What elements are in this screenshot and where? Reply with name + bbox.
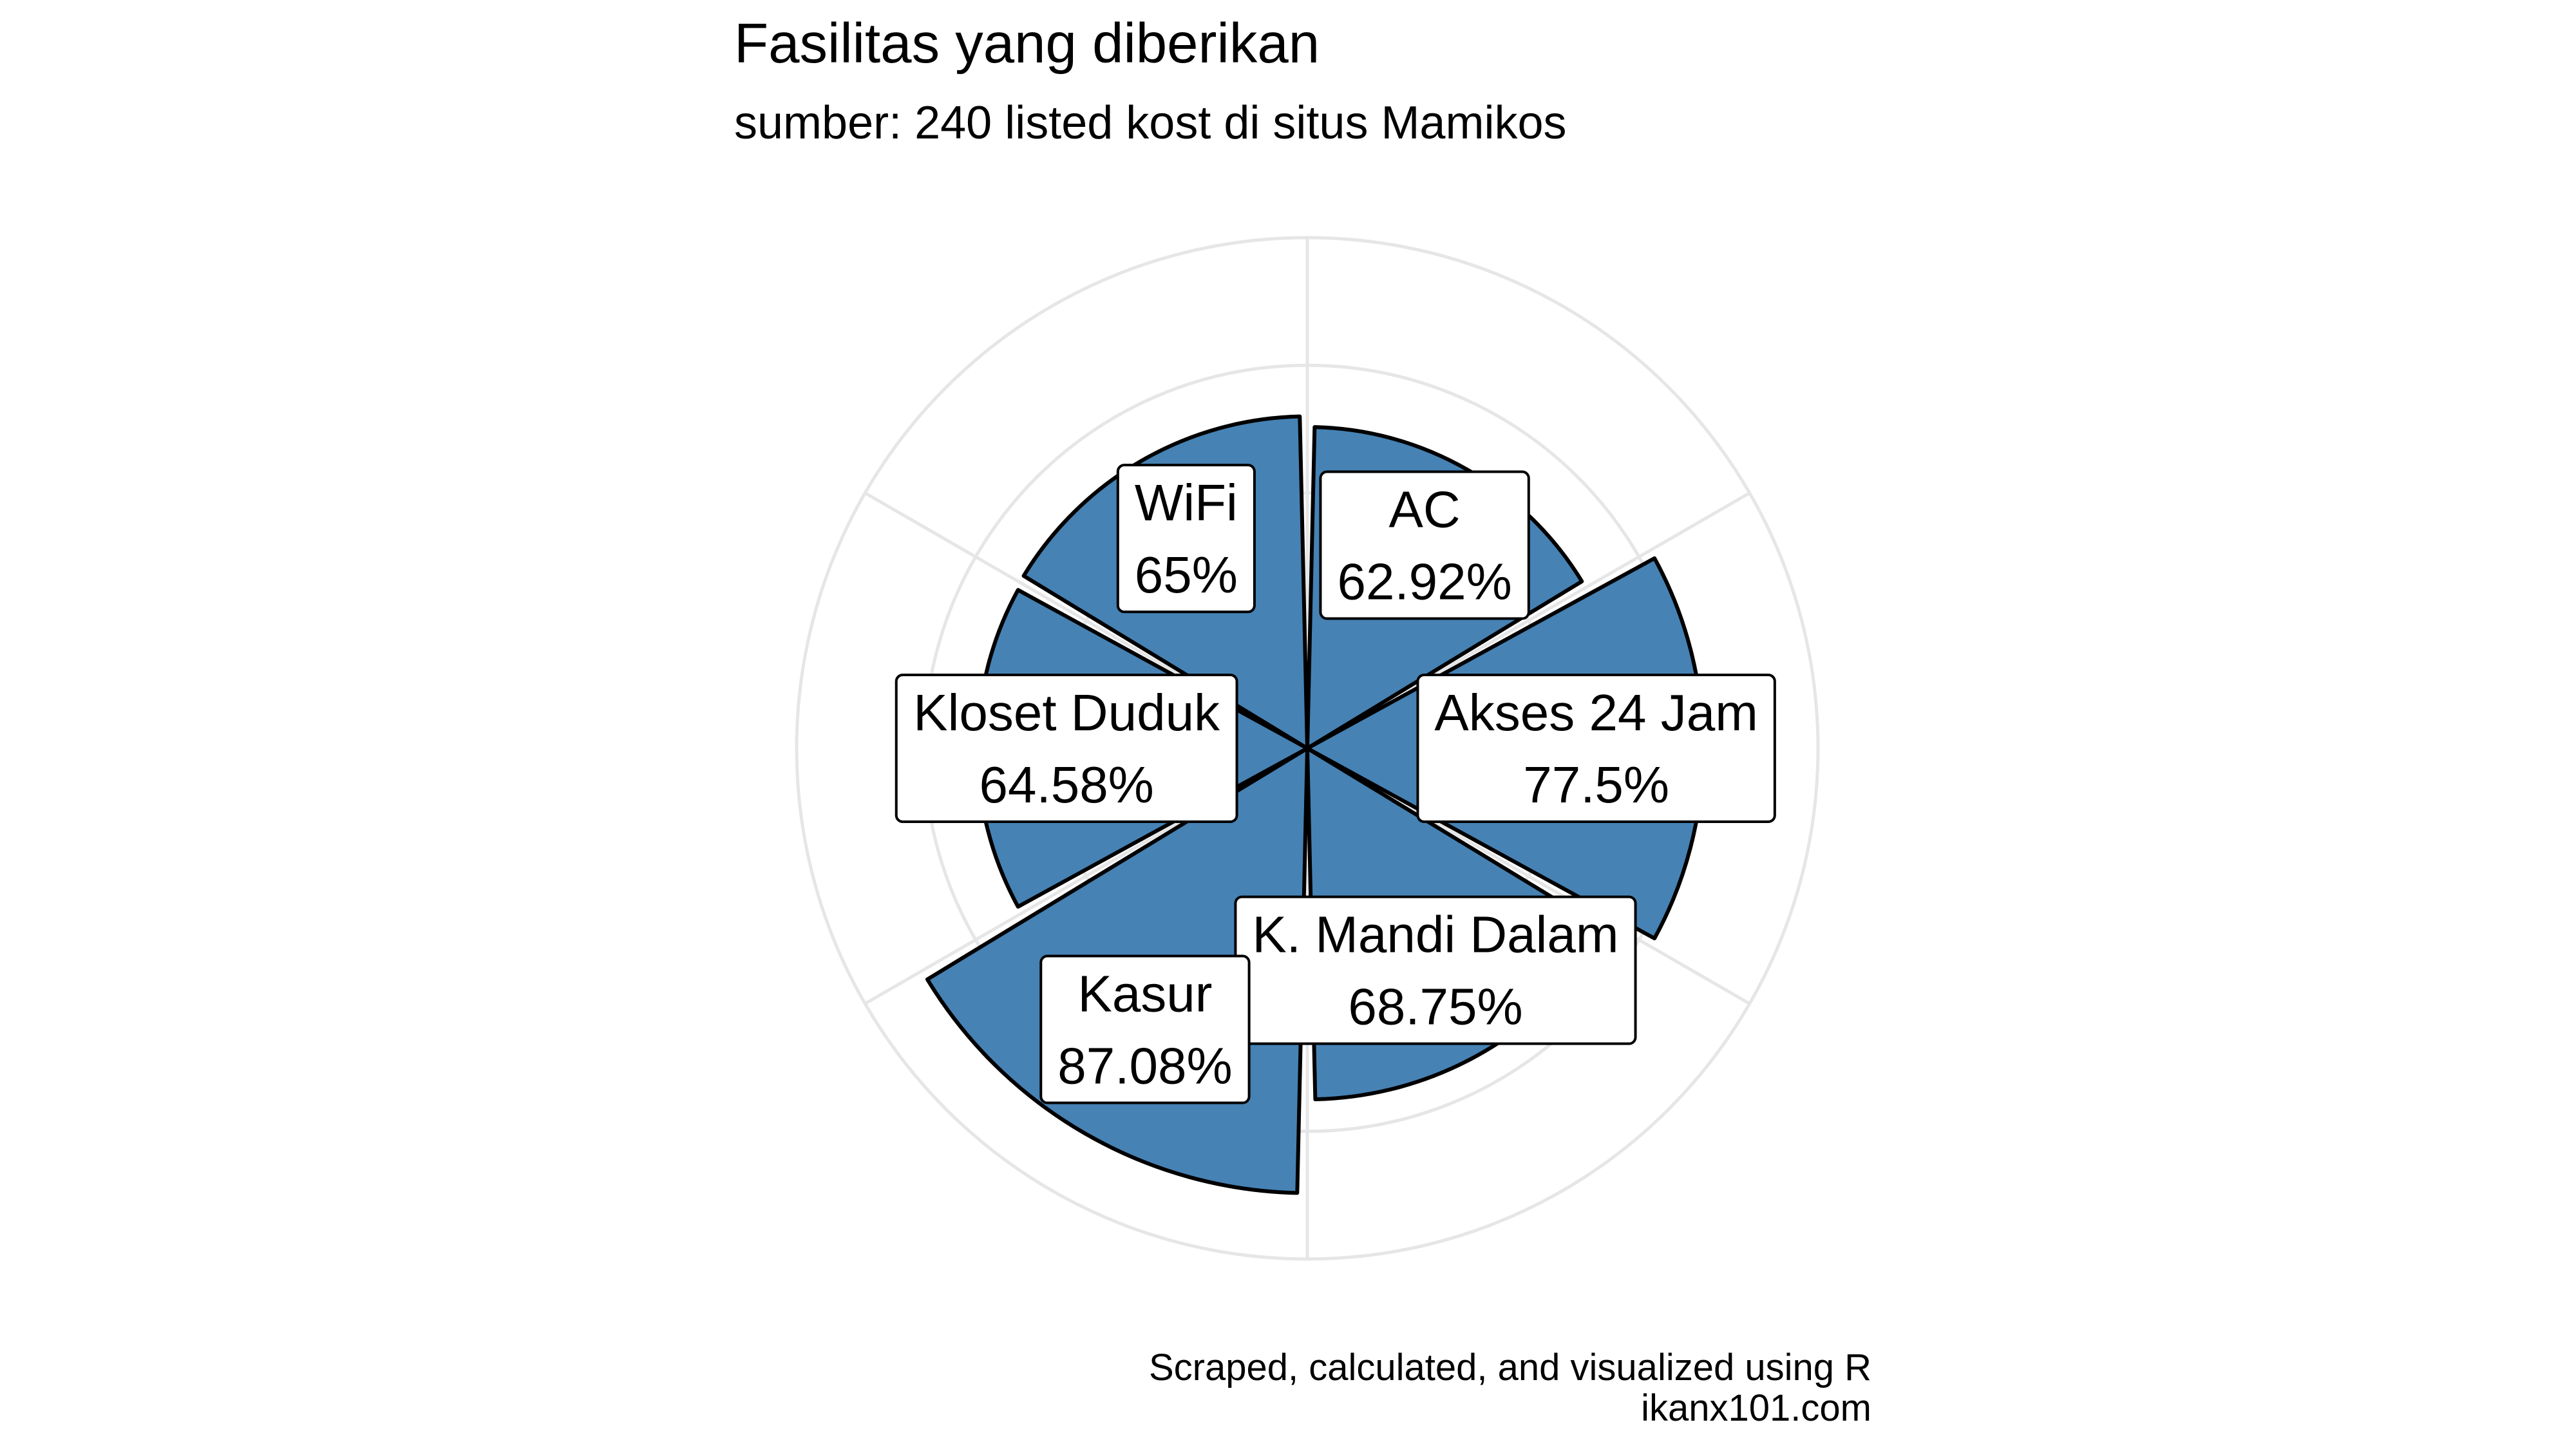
data-label-box xyxy=(1116,464,1256,614)
value-label: 65% xyxy=(1135,546,1238,603)
data-label-akses-24-jam: Akses 24 Jam 77.5% xyxy=(1416,674,1776,823)
data-label-box xyxy=(1416,674,1776,823)
chart-title: Fasilitas yang diberikan xyxy=(734,12,1320,75)
chart-subtitle: sumber: 240 listed kost di situs Mamikos xyxy=(734,97,1567,149)
data-label-box xyxy=(1039,954,1251,1104)
data-label-k-mandi-dalam: K. Mandi Dalam 68.75% xyxy=(1234,895,1637,1045)
caption-site: ikanx101.com xyxy=(1641,1387,1871,1429)
data-label-kasur: Kasur 87.08% xyxy=(1039,954,1251,1104)
data-labels: AC 62.92% Akses 24 Jam 77.5% K. Mandi Dalam 6… xyxy=(895,464,1776,1104)
data-label-box xyxy=(1319,470,1530,620)
data-label-kloset-duduk: Kloset Duduk 64.58% xyxy=(895,674,1238,823)
category-label: Akses 24 Jam xyxy=(1434,684,1757,741)
category-label: Kasur xyxy=(1077,965,1212,1023)
category-label: K. Mandi Dalam xyxy=(1252,906,1618,963)
category-label: Kloset Duduk xyxy=(913,684,1220,741)
value-label: 68.75% xyxy=(1348,978,1522,1036)
data-label-box xyxy=(895,674,1238,823)
category-label: WiFi xyxy=(1135,474,1238,531)
value-label: 87.08% xyxy=(1057,1037,1232,1095)
value-label: 77.5% xyxy=(1523,756,1669,813)
value-label: 64.58% xyxy=(979,756,1153,813)
value-label: 62.92% xyxy=(1337,553,1511,611)
category-label: AC xyxy=(1389,481,1461,538)
data-label-wifi: WiFi 65% xyxy=(1116,464,1256,614)
caption-source: Scraped, calculated, and visualized usin… xyxy=(1149,1347,1871,1388)
data-label-ac: AC 62.92% xyxy=(1319,470,1530,620)
